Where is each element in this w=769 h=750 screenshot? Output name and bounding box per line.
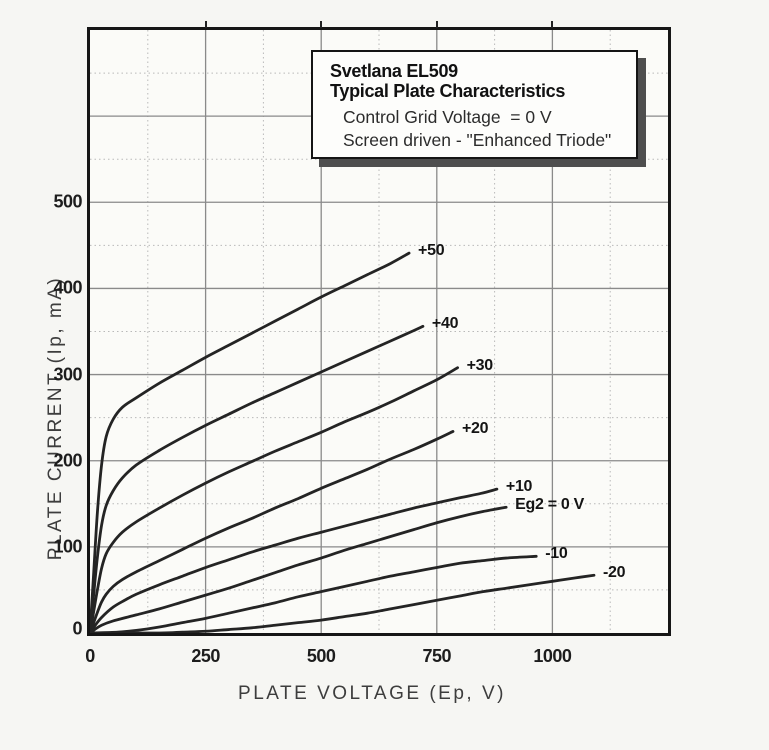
curve-+50 bbox=[90, 251, 411, 633]
x-axis-title: PLATE VOLTAGE (Ep, V) bbox=[238, 683, 506, 704]
curve-label-1: +40 bbox=[431, 315, 459, 333]
chart-title-line2: Typical Plate Characteristics bbox=[330, 81, 566, 101]
x-tick-750: 750 bbox=[422, 646, 452, 666]
x-tick-1000: 1000 bbox=[533, 646, 572, 666]
y-axis-title: PLATE CURRENT (Ip, mA) bbox=[45, 275, 66, 561]
chart-subtitle-line2: Screen driven - "Enhanced Triode" bbox=[343, 130, 612, 150]
curve-label-0: +50 bbox=[418, 242, 445, 260]
y-tick-100: 100 bbox=[53, 536, 82, 557]
curve-label-5: Eg2 = 0 V bbox=[515, 496, 585, 514]
top-tick-mark bbox=[551, 21, 554, 28]
curve-+30 bbox=[90, 366, 460, 633]
y-tick-200: 200 bbox=[53, 450, 82, 471]
curve--20 bbox=[90, 573, 596, 633]
curve-label-7: -20 bbox=[603, 564, 626, 582]
x-tick-250: 250 bbox=[191, 646, 220, 666]
y-tick-500: 500 bbox=[53, 191, 82, 212]
curve-+10 bbox=[90, 487, 499, 633]
y-tick-400: 400 bbox=[53, 277, 82, 298]
curve-+20 bbox=[90, 430, 455, 633]
x-tick-500: 500 bbox=[306, 646, 336, 666]
y-tick-0: 0 bbox=[72, 618, 82, 639]
curve-label-2: +30 bbox=[466, 356, 494, 374]
top-tick-mark bbox=[435, 21, 438, 28]
top-tick-mark bbox=[204, 21, 207, 28]
curve--10 bbox=[90, 554, 538, 633]
chart-title-box: Svetlana EL509 Typical Plate Characteris… bbox=[311, 50, 638, 159]
curve-Eg20V bbox=[90, 505, 508, 633]
y-tick-300: 300 bbox=[53, 364, 82, 385]
top-tick-mark bbox=[320, 21, 323, 28]
chart-title-line1: Svetlana EL509 bbox=[330, 61, 458, 81]
curve-label-4: +10 bbox=[505, 478, 533, 496]
curve-label-6: -10 bbox=[545, 545, 568, 563]
chart-subtitle-line1: Control Grid Voltage = 0 V bbox=[343, 107, 552, 127]
curve-label-3: +20 bbox=[461, 420, 489, 438]
curve-+40 bbox=[90, 324, 425, 633]
x-tick-0: 0 bbox=[85, 646, 95, 666]
